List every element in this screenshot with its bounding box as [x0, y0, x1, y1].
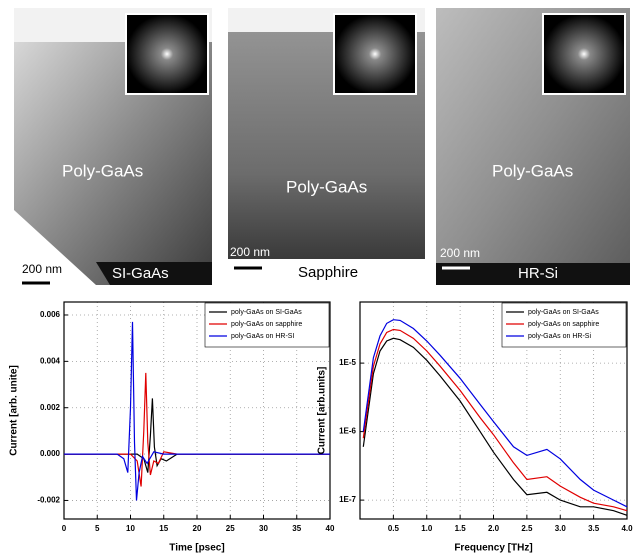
x-tick-label: 20 — [193, 524, 202, 533]
y-tick-label: 1E-5 — [339, 358, 356, 367]
x-tick-label: 10 — [126, 524, 135, 533]
chart: 1E-7 1E-6 1E-5 0.5 1.0 1.5 2.0 2.5 3.0 3.5 4.0 poly… — [317, 301, 633, 554]
tem-image: Poly-GaAs 200 nm SI-GaAs — [14, 8, 212, 285]
substrate-label: Sapphire — [298, 264, 358, 281]
x-tick-label: 0 — [62, 524, 67, 533]
x-tick-label: 25 — [226, 524, 235, 533]
data-line — [362, 328, 628, 512]
x-tick-label: 2.0 — [488, 524, 500, 533]
tem-image: Poly-GaAs 200 nm HR-Si — [436, 8, 630, 285]
y-tick-label: 0.000 — [40, 449, 61, 458]
substrate-label: HR-Si — [518, 265, 558, 282]
x-tick-label: 4.0 — [621, 524, 633, 533]
y-tick-label: 1E-6 — [339, 427, 356, 436]
x-tick-label: 3.5 — [588, 524, 600, 533]
x-axis-label: Frequency [THz] — [454, 543, 532, 554]
data-line — [362, 337, 628, 516]
legend-label: poly-GaAs on HR-Si — [528, 333, 591, 340]
y-tick-label: 0.002 — [40, 403, 61, 412]
x-tick-label: 40 — [326, 524, 335, 533]
image-label: Poly-GaAs — [492, 161, 573, 180]
plot-frame — [359, 301, 628, 520]
x-tick-label: 0.5 — [388, 524, 400, 533]
x-tick-label: 2.5 — [521, 524, 533, 533]
legend-label: poly-GaAs on sapphire — [528, 321, 599, 328]
x-tick-label: 1.5 — [455, 524, 467, 533]
x-tick-label: 5 — [95, 524, 100, 533]
legend-box — [501, 302, 627, 348]
y-tick-label: 1E-7 — [339, 495, 356, 504]
data-line — [64, 321, 330, 501]
y-tick-label: 0.006 — [40, 310, 61, 319]
x-tick-label: 15 — [159, 524, 168, 533]
scale-label: 200 nm — [440, 246, 480, 260]
scale-label: 200 nm — [230, 245, 270, 259]
x-axis-label: Time [psec] — [169, 543, 224, 554]
legend-label: poly-GaAs on HR-SI — [231, 333, 294, 340]
image-label: Poly-GaAs — [62, 161, 143, 180]
chart: -0.002 0.000 0.002 0.004 0.006 0 5 10 15 20 25 30 35… — [9, 301, 335, 554]
tem-image: Poly-GaAs 200 nm Sapphire — [228, 8, 425, 285]
plot-frame — [63, 301, 331, 520]
legend-label: poly-GaAs on sapphire — [231, 321, 302, 328]
substrate-label: SI-GaAs — [112, 265, 169, 282]
x-tick-label: 35 — [292, 524, 301, 533]
scale-label: 200 nm — [22, 262, 62, 276]
data-line — [64, 398, 330, 473]
y-tick-label: -0.002 — [37, 496, 60, 505]
x-tick-label: 3.0 — [555, 524, 567, 533]
y-axis-label: Current [arb.units] — [317, 367, 328, 455]
x-tick-label: 30 — [259, 524, 268, 533]
legend-label: poly-GaAs on SI-GaAs — [231, 309, 302, 316]
x-tick-label: 1.0 — [421, 524, 433, 533]
data-line — [362, 319, 628, 508]
image-label: Poly-GaAs — [286, 177, 367, 196]
legend-label: poly-GaAs on SI-GaAs — [528, 309, 599, 316]
data-line — [64, 372, 330, 487]
y-axis-label: Current [arb. unite] — [9, 365, 20, 456]
y-tick-label: 0.004 — [40, 356, 61, 365]
legend-box — [204, 302, 330, 348]
